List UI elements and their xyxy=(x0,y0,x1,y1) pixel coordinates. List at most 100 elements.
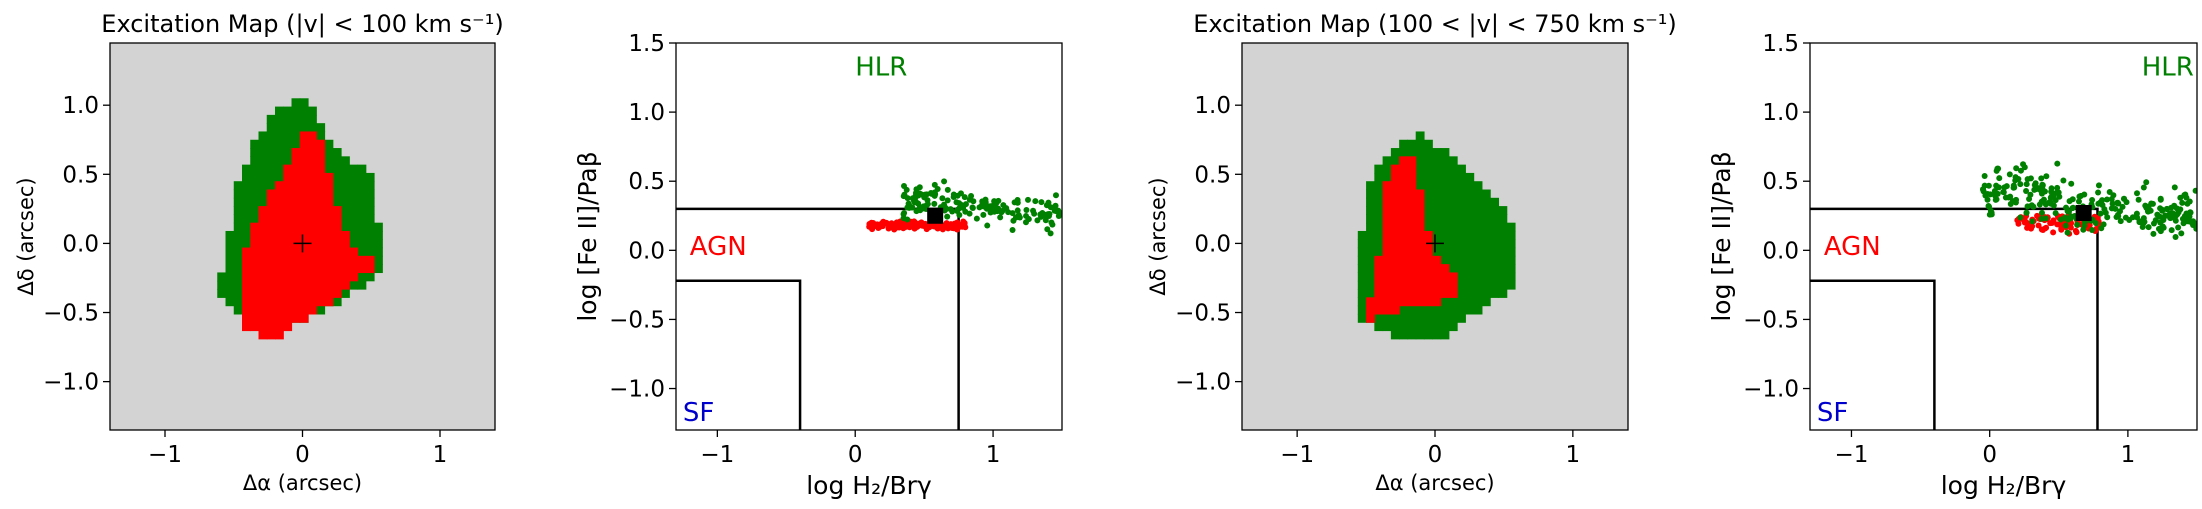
point-hlr xyxy=(2173,205,2180,212)
map-pixel-hlr xyxy=(291,106,301,116)
map-pixel-agn xyxy=(283,297,293,307)
map-pixel-hlr xyxy=(1498,255,1508,265)
map-pixel-hlr xyxy=(258,197,268,207)
map-pixel-agn xyxy=(250,313,260,323)
map-pixel-agn xyxy=(332,230,342,240)
map-pixel-agn xyxy=(258,206,268,215)
map-pixel-hlr xyxy=(1465,239,1475,249)
map-pixel-hlr xyxy=(1490,272,1500,282)
point-hlr xyxy=(2163,206,2170,213)
map-pixel-agn xyxy=(308,222,317,232)
map-pixel-hlr xyxy=(1415,131,1425,141)
map-pixel-hlr xyxy=(258,172,268,182)
map-pixel-agn xyxy=(332,214,342,224)
map-pixel-agn xyxy=(1415,297,1425,307)
map-pixel-agn xyxy=(341,255,350,265)
point-hlr xyxy=(2076,193,2083,200)
map-pixel-agn xyxy=(291,164,301,174)
map-pixel-hlr xyxy=(1440,206,1450,215)
map-pixel-agn xyxy=(324,280,334,290)
map-pixel-hlr xyxy=(1473,280,1483,290)
map-pixel-hlr xyxy=(1498,280,1508,290)
map-pixel-hlr xyxy=(1374,247,1384,257)
map-pixel-hlr xyxy=(365,206,375,215)
map-pixel-hlr xyxy=(1423,156,1433,166)
map-pixel-agn xyxy=(1390,172,1400,182)
map-pixel-hlr xyxy=(1432,164,1442,174)
map-pixel-agn xyxy=(266,264,276,274)
point-hlr xyxy=(931,181,938,188)
map-pixel-hlr xyxy=(1374,164,1384,174)
map-pixel-agn xyxy=(250,272,260,282)
map-pixel-agn xyxy=(242,272,251,282)
map-pixel-hlr xyxy=(1465,214,1475,224)
map-pixel-agn xyxy=(1407,164,1417,174)
map-pixel-agn xyxy=(1407,230,1417,240)
map-pixel-hlr xyxy=(1481,272,1491,282)
map-pixel-agn xyxy=(275,330,284,340)
y-tick-label: 0.0 xyxy=(628,238,665,264)
map-pixel-hlr xyxy=(217,280,227,290)
point-hlr xyxy=(2069,196,2076,203)
map-pixel-agn xyxy=(1407,197,1417,207)
map-pixel-hlr xyxy=(233,222,243,232)
map-pixels xyxy=(217,98,383,340)
point-hlr xyxy=(2139,223,2146,230)
map-pixel-agn xyxy=(332,239,342,249)
map-pixel-agn xyxy=(299,230,309,240)
map-pixel-agn xyxy=(1407,222,1417,232)
map-pixel-agn xyxy=(258,222,268,232)
point-hlr xyxy=(2121,195,2128,202)
x-axis-label: log H₂/Brγ xyxy=(1941,471,2067,500)
point-hlr xyxy=(987,203,994,210)
map-pixel-agn xyxy=(308,164,317,174)
point-hlr xyxy=(2064,229,2071,236)
map-pixel-agn xyxy=(275,214,284,224)
map-pixel-hlr xyxy=(266,139,276,149)
map-pixel-hlr xyxy=(275,114,284,124)
map-pixel-agn xyxy=(299,189,309,199)
map-pixel-hlr xyxy=(1415,330,1425,340)
map-pixel-hlr xyxy=(1440,172,1450,182)
map-pixel-agn xyxy=(1390,189,1400,199)
map-pixel-hlr xyxy=(1374,214,1384,224)
map-pixel-hlr xyxy=(1407,148,1417,157)
map-pixel-hlr xyxy=(1448,230,1458,240)
map-pixel-hlr xyxy=(1457,272,1466,282)
point-hlr xyxy=(1047,230,1054,237)
map-pixel-hlr xyxy=(225,255,235,265)
map-pixel-agn xyxy=(349,255,359,265)
map-pixel-agn xyxy=(1415,255,1425,265)
map-pixel-agn xyxy=(1415,247,1425,257)
map-pixel-agn xyxy=(299,264,309,274)
y-tick-label: −0.5 xyxy=(609,307,665,333)
map-pixel-agn xyxy=(299,313,309,323)
map-pixel-hlr xyxy=(1423,197,1433,207)
map-pixel-agn xyxy=(250,305,260,315)
point-hlr xyxy=(1010,217,1017,224)
map-pixel-agn xyxy=(275,255,284,265)
map-pixel-hlr xyxy=(275,164,284,174)
map-pixel-hlr xyxy=(1415,181,1425,191)
map-pixel-hlr xyxy=(1506,264,1516,274)
map-pixel-agn xyxy=(1399,255,1409,265)
y-tick-label: 0.5 xyxy=(1194,162,1231,188)
map-pixel-agn xyxy=(275,197,284,207)
map-pixel-agn xyxy=(324,264,334,274)
point-hlr xyxy=(2002,194,2009,201)
point-hlr xyxy=(973,215,980,222)
map-pixel-hlr xyxy=(1432,181,1442,191)
map-pixel-hlr xyxy=(1473,214,1483,224)
map-pixel-hlr xyxy=(225,272,235,282)
map-pixel-agn xyxy=(332,280,342,290)
map-pixel-hlr xyxy=(349,164,359,174)
map-pixel-agn xyxy=(299,139,309,149)
point-hlr xyxy=(2027,175,2034,182)
map-pixel-hlr xyxy=(1506,280,1516,290)
map-pixel-hlr xyxy=(1465,305,1475,315)
map-pixel-agn xyxy=(1399,206,1409,215)
point-hlr xyxy=(1042,217,1049,224)
map-pixel-hlr xyxy=(1415,164,1425,174)
map-pixel-hlr xyxy=(1457,289,1466,298)
map-pixel-hlr xyxy=(349,222,359,232)
